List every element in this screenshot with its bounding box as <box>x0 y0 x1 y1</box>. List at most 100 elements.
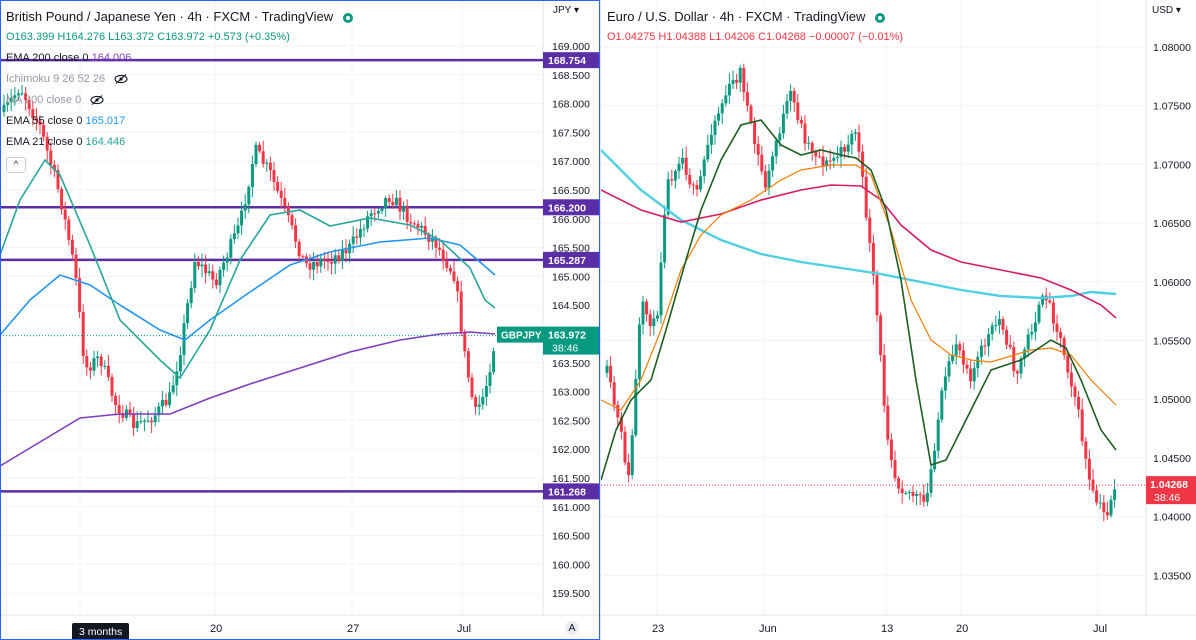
candle-body <box>240 210 244 226</box>
candle-body <box>1080 409 1084 442</box>
candle-body <box>1077 396 1081 410</box>
price-tick-label: 167.500 <box>552 127 590 139</box>
candle-body <box>987 334 991 347</box>
currency-label[interactable]: JPY ▾ <box>553 5 579 16</box>
candle-body <box>951 355 955 362</box>
price-tick-label: 159.500 <box>552 588 590 600</box>
candle-body <box>990 325 994 335</box>
candle-body <box>67 219 71 240</box>
candle-body <box>438 247 442 250</box>
candle-body <box>247 187 251 205</box>
candle-body <box>832 157 836 161</box>
collapse-legend-button[interactable]: ^ <box>6 157 26 173</box>
candle-body <box>261 151 265 164</box>
price-tick-label: 168.500 <box>552 70 590 82</box>
indicator-ichimoku[interactable]: Ichimoku 9 26 52 26 <box>6 69 353 90</box>
price-tick-label: 1.08000 <box>1153 42 1191 54</box>
candle-body <box>947 361 951 377</box>
candle-body <box>2 104 6 112</box>
range-label[interactable]: 3 months <box>72 623 130 640</box>
candle-body <box>243 204 247 211</box>
chart-pane-gbpjpy[interactable]: 169.000 168.500 168.000 167.500 167.000 166.5… <box>0 0 600 640</box>
level-price-badge <box>543 199 599 216</box>
candle-body <box>695 185 699 190</box>
candle-body <box>430 238 434 242</box>
chevron-down-icon: ▾ <box>573 5 579 16</box>
candle-body <box>254 144 258 165</box>
price-tick-label: 160.500 <box>552 531 590 543</box>
chart-pane-eurusd[interactable]: 1.08000 1.07500 1.07000 1.06500 1.06000 1.055… <box>600 0 1196 640</box>
candle-body <box>128 409 132 414</box>
candle-body <box>1095 490 1099 503</box>
candle-body <box>792 90 796 103</box>
candle-body <box>412 223 416 225</box>
candle-body <box>929 469 933 493</box>
candle-body <box>781 113 785 134</box>
indicator-ema200[interactable]: EMA 200 close 0 164.006 <box>6 52 132 64</box>
price-tick-label: 166.000 <box>552 214 590 226</box>
candle-body <box>677 163 681 172</box>
candle-body <box>312 262 316 270</box>
candle-body <box>434 238 438 248</box>
candle-body <box>1066 355 1070 373</box>
candle-body <box>106 365 110 377</box>
candle-body <box>1069 372 1073 387</box>
eye-crossed-icon[interactable] <box>90 95 104 106</box>
date-tick-label: 13 <box>881 623 893 635</box>
candle-body <box>218 269 222 286</box>
candle-body <box>857 132 861 152</box>
level-price-badge <box>543 251 599 268</box>
candle-body <box>186 303 190 324</box>
candle-body <box>1015 371 1019 374</box>
candle-body <box>492 351 496 373</box>
candle-body <box>56 170 60 189</box>
candle-body <box>294 225 298 242</box>
candle-body <box>933 450 937 470</box>
candle-body <box>139 421 143 423</box>
candle-body <box>954 344 958 356</box>
candle-body <box>146 420 150 422</box>
symbol-title[interactable]: British Pound / Japanese Yen · 4h · FXCM… <box>6 9 334 24</box>
candle-body <box>258 144 262 152</box>
candle-body <box>153 415 157 423</box>
candle-body <box>645 301 649 315</box>
price-tick-label: 1.04500 <box>1153 453 1191 465</box>
candle-body <box>301 256 305 258</box>
candle-body <box>20 93 24 95</box>
candle-body <box>322 259 326 261</box>
candle-body <box>799 119 803 124</box>
candle-body <box>380 208 384 212</box>
candle-body <box>85 356 89 368</box>
ema-orange-line <box>601 164 1117 411</box>
candle-body <box>441 249 445 262</box>
symbol-title[interactable]: Euro / U.S. Dollar · 4h · FXCM · Trading… <box>607 9 866 24</box>
auto-scale-button[interactable]: A <box>565 621 579 635</box>
indicator-ema21[interactable]: EMA 21 close 0 164.446 <box>6 136 126 148</box>
candle-body <box>670 179 674 181</box>
indicator-ma200[interactable]: MA 200 close 0 <box>6 90 353 111</box>
candle-body <box>448 267 452 272</box>
gbpjpy-chart-canvas[interactable]: 169.000 168.500 168.000 167.500 167.000 166.5… <box>0 0 600 640</box>
candle-body <box>211 271 215 280</box>
eurusd-chart-canvas[interactable]: 1.08000 1.07500 1.07000 1.06500 1.06000 1.055… <box>601 0 1196 640</box>
eye-crossed-icon[interactable] <box>114 74 128 85</box>
candle-body <box>720 103 724 114</box>
indicator-ema55[interactable]: EMA 55 close 0 165.017 <box>6 115 126 127</box>
candle-body <box>265 162 269 164</box>
candle-body <box>45 136 49 151</box>
candle-body <box>763 171 767 188</box>
candle-body <box>1051 302 1055 324</box>
candle-body <box>659 262 663 316</box>
candle-body <box>630 435 634 476</box>
candle-body <box>623 431 627 463</box>
currency-label[interactable]: USD ▾ <box>1152 5 1181 16</box>
level-price-badge <box>543 52 599 69</box>
candle-body <box>925 492 929 502</box>
candle-body <box>481 396 485 405</box>
candle-body <box>1098 502 1102 504</box>
candle-body <box>709 134 713 145</box>
market-open-icon <box>342 12 353 23</box>
symbol-badge-text: GBPJPY <box>501 331 542 342</box>
candle-body <box>1102 502 1106 513</box>
candle-body <box>767 170 771 188</box>
